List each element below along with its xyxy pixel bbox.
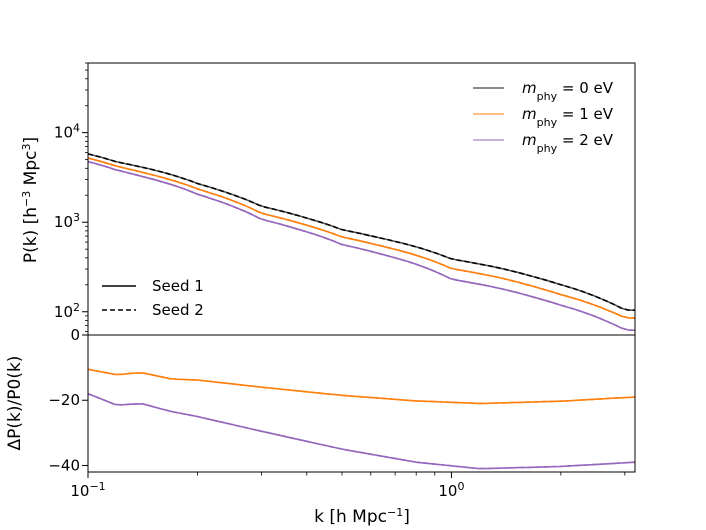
bottom-series-group [87, 368, 636, 470]
top-minor-ticks [85, 62, 88, 333]
x-tick-label-0: 10−1 [70, 480, 105, 501]
x-ticks: 10−1 100 [70, 472, 626, 501]
bottom-panel-frame [87, 334, 636, 473]
top-y-axis-label: P(k) [h−3 Mpc3] [20, 137, 42, 263]
legend-mass-label-1: mphy = 1 eV [522, 105, 614, 129]
legend-seed-label-0: Seed 1 [152, 277, 204, 295]
bottom-series-dashed-1 [87, 392, 636, 470]
top-y-tick-label-1: 103 [54, 211, 80, 232]
top-series-group [87, 153, 636, 332]
bottom-series-solid-1 [87, 392, 636, 470]
top-y-ticks: 102 103 104 [54, 121, 88, 321]
bottom-panel: 0 −20 −40 10−1 100 ΔP(k)/P0(k) k [h Mpc−1] [5, 326, 636, 528]
top-series-dashed-1 [87, 157, 636, 319]
bottom-series-solid-0 [87, 368, 636, 405]
legend-mass-label-2: mphy = 2 eV [522, 131, 614, 155]
bottom-y-tick-label-2: −40 [48, 456, 80, 474]
legend-mass-label-0: mphy = 0 eV [522, 79, 614, 103]
bottom-y-tick-label-1: −20 [48, 391, 80, 409]
bottom-series-dashed-0 [87, 368, 636, 405]
x-tick-label-1: 100 [438, 480, 464, 501]
x-axis-label: k [h Mpc−1] [314, 506, 410, 528]
bottom-y-tick-label-0: 0 [70, 326, 80, 344]
seed-legend: Seed 1 Seed 2 [102, 277, 204, 319]
top-y-tick-label-2: 104 [54, 121, 80, 142]
bottom-y-ticks: 0 −20 −40 [48, 326, 88, 474]
bottom-y-axis-label: ΔP(k)/P0(k) [5, 356, 25, 451]
top-series-solid-2 [87, 160, 636, 332]
top-series-dashed-0 [87, 153, 636, 311]
top-y-tick-label-0: 102 [54, 300, 80, 321]
legend-seed-label-1: Seed 2 [152, 301, 204, 319]
